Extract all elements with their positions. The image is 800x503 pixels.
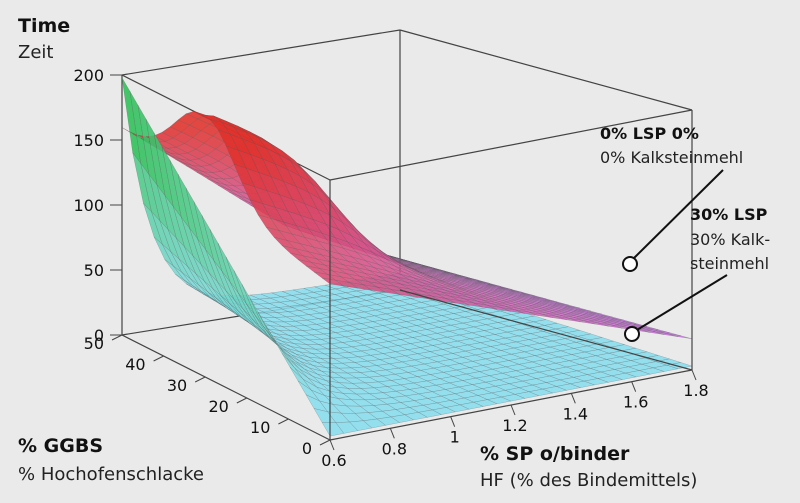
y-tick-mark: [153, 355, 164, 362]
z-tick-label: 100: [73, 196, 104, 215]
annotations-group: 0% LSP 0% 0% Kalksteinmehl 30% LSP 30% K…: [600, 124, 770, 342]
y-tick-label: 20: [208, 397, 228, 416]
x-tick-mark: [570, 393, 576, 404]
box-edge-top-back: [121, 29, 401, 76]
series-label-0lsp: 0% LSP 0%: [600, 124, 699, 143]
box-edge-floor-left: [121, 334, 331, 441]
box-edge-top-right: [399, 29, 693, 111]
series-label-30lsp: 30% LSP: [690, 205, 768, 224]
z-tick-label: 200: [73, 66, 104, 85]
x-tick-label: 1: [450, 428, 460, 447]
x-tick-mark: [631, 381, 637, 392]
y-tick-label: 10: [250, 418, 270, 437]
x-tick-label: 1.4: [563, 404, 588, 423]
x-axis-subtitle: HF (% des Bindemittels): [480, 470, 697, 491]
x-tick-label: 1.8: [683, 381, 708, 400]
x-tick-label: 0.8: [382, 439, 407, 458]
tick-labels-group: 050100150200010203040500.60.811.21.41.61…: [73, 66, 708, 470]
x-tick-label: 0.6: [321, 451, 346, 470]
y-tick-mark: [194, 376, 206, 383]
z-tick-label: 0: [94, 326, 104, 345]
surfaces-group: [121, 77, 693, 437]
z-tick-label: 150: [73, 131, 104, 150]
series-label-30lsp-de-1: 30% Kalk-: [690, 230, 770, 249]
x-tick-mark: [450, 416, 456, 427]
y-tick-label: 0: [302, 439, 312, 458]
annotation-leader-0lsp: [629, 169, 724, 263]
x-tick-mark: [329, 439, 335, 451]
y-tick-label: 40: [125, 355, 145, 374]
box-edge-floor-right: [399, 289, 693, 371]
annotation-leader-30lsp: [631, 274, 728, 334]
annotation-marker-0lsp: [622, 256, 638, 272]
series-label-30lsp-de-2: steinmehl: [690, 254, 769, 273]
y-tick-label: 30: [167, 376, 187, 395]
series-label-0lsp-de: 0% Kalksteinmehl: [600, 148, 743, 167]
x-tick-mark: [389, 428, 395, 439]
y-axis-subtitle: % Hochofenschlacke: [18, 464, 204, 485]
box-edge-top-front: [329, 109, 693, 181]
x-tick-label: 1.6: [623, 393, 648, 412]
z-axis-title: Time: [18, 15, 70, 37]
y-axis-title: % GGBS: [18, 435, 103, 457]
annotation-marker-30lsp: [624, 326, 640, 342]
z-axis-subtitle: Zeit: [18, 42, 53, 63]
z-tick-label: 50: [84, 261, 104, 280]
y-tick-mark: [278, 418, 289, 425]
axis-titles-group: Time Zeit % GGBS % Hochofenschlacke % SP…: [18, 15, 697, 491]
surface-cell-series-0: [666, 333, 693, 339]
surface-cell-series-1: [666, 362, 693, 369]
x-tick-mark: [691, 369, 697, 381]
y-tick-mark: [319, 439, 331, 446]
x-axis-title: % SP o/binder: [480, 443, 630, 465]
x-tick-label: 1.2: [502, 416, 527, 435]
x-tick-mark: [510, 404, 516, 416]
y-tick-label: 50: [84, 334, 104, 353]
y-tick-mark: [111, 334, 123, 341]
y-tick-mark: [236, 397, 248, 404]
